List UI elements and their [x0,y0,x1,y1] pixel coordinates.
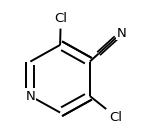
Text: N: N [116,27,126,40]
Text: Cl: Cl [54,12,67,25]
Text: N: N [25,90,35,103]
Text: Cl: Cl [110,111,123,124]
